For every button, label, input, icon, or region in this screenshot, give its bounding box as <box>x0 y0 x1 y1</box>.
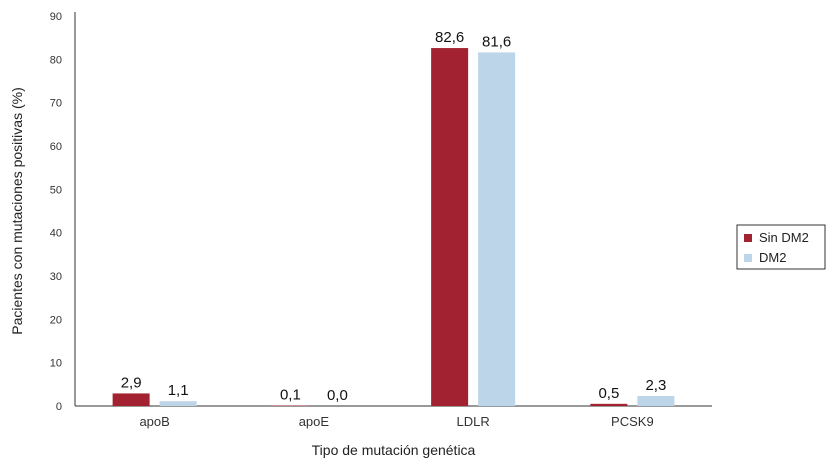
y-tick-label: 50 <box>50 184 62 196</box>
bar-PCSK9-series-2 <box>637 396 675 406</box>
y-tick-label: 10 <box>50 358 62 370</box>
y-axis-ticks: 0 10 20 30 40 50 60 70 80 90 <box>50 11 62 413</box>
x-tick-label: apoB <box>139 414 169 429</box>
y-tick-label: 80 <box>50 54 62 66</box>
data-label: 1,1 <box>168 382 189 399</box>
data-label: 0,0 <box>327 387 348 404</box>
y-tick-label: 40 <box>50 228 62 240</box>
legend-swatch <box>744 234 752 242</box>
data-label: 0,1 <box>280 387 301 404</box>
y-tick-label: 70 <box>50 98 62 110</box>
bar-PCSK9-series-1 <box>590 403 628 406</box>
x-tick-label: LDLR <box>457 414 490 429</box>
data-label: 2,3 <box>645 377 666 394</box>
data-label: 2,9 <box>121 374 142 391</box>
data-label: 81,6 <box>482 33 511 50</box>
legend-box <box>736 224 826 270</box>
legend-swatch <box>744 254 752 262</box>
y-tick-label: 20 <box>50 314 62 326</box>
x-axis-title: Tipo de mutación genética <box>312 442 476 458</box>
bars: 2,9 1,1 0,1 0,0 82,6 81,6 0,5 2,3 <box>112 29 675 407</box>
bar-apoB-series-2 <box>159 401 197 406</box>
y-tick-label: 30 <box>50 271 62 283</box>
y-axis-title: Pacientes con mutaciones positivas (%) <box>9 87 25 334</box>
data-label: 0,5 <box>598 385 619 402</box>
bar-apoB-series-1 <box>112 393 150 406</box>
x-tick-label: apoE <box>299 414 330 429</box>
legend-label: Sin DM2 <box>759 230 809 245</box>
y-tick-label: 0 <box>56 401 62 413</box>
x-axis-ticks: apoB apoE LDLR PCSK9 <box>139 414 653 429</box>
y-tick-label: 60 <box>50 141 62 153</box>
legend-label: DM2 <box>759 250 786 265</box>
bar-LDLR-series-2 <box>478 52 516 407</box>
bar-LDLR-series-1 <box>431 48 469 407</box>
legend: Sin DM2 DM2 <box>736 224 826 270</box>
x-tick-label: PCSK9 <box>611 414 654 429</box>
y-tick-label: 90 <box>50 11 62 23</box>
data-label: 82,6 <box>435 29 464 46</box>
